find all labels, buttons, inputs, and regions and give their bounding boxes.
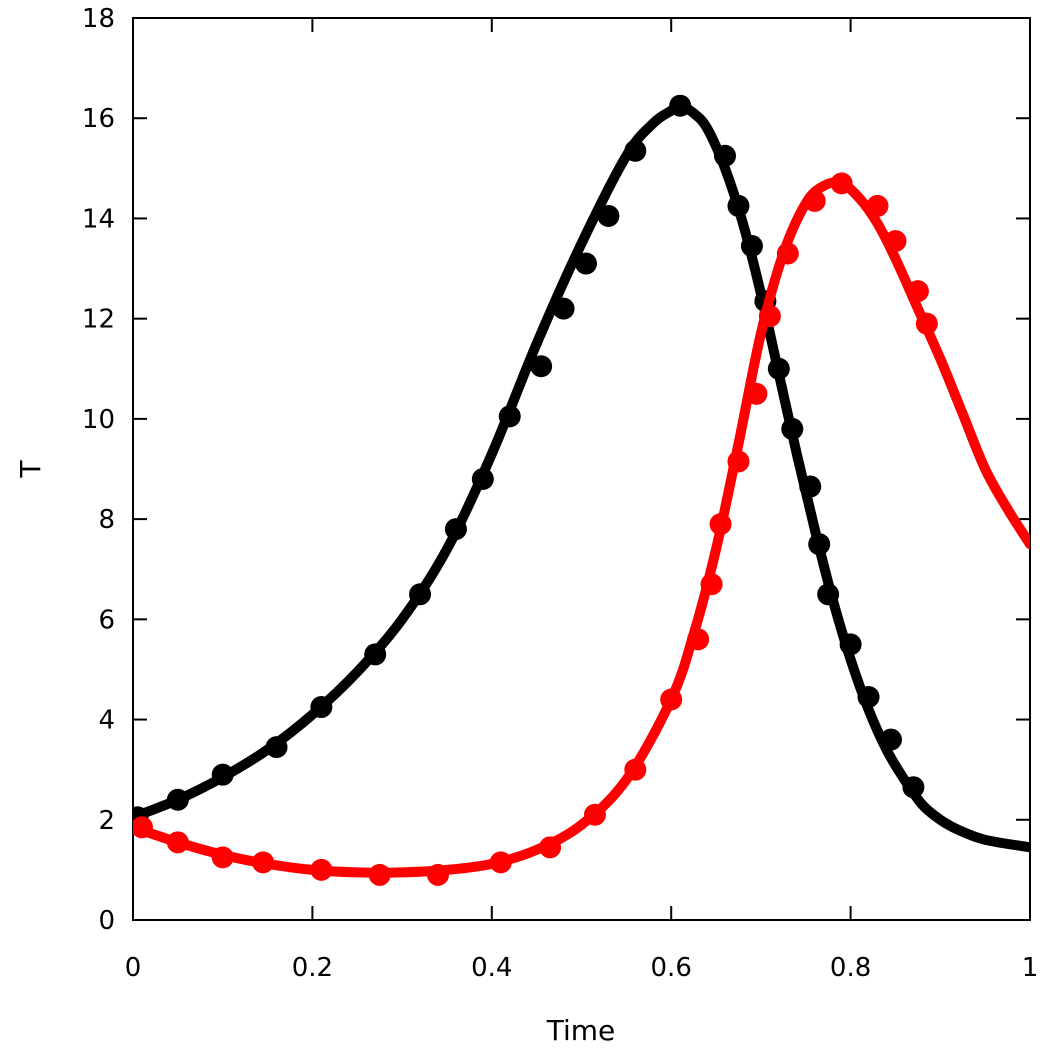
plot-frame: [132, 17, 1031, 921]
data-point: [409, 583, 432, 606]
data-point: [669, 94, 692, 117]
y-tick-label: 8: [98, 505, 115, 535]
data-point: [767, 357, 790, 380]
x-tick-label: 0.4: [471, 953, 512, 983]
data-point: [211, 846, 234, 869]
y-tick-label: 0: [98, 906, 115, 936]
data-point: [758, 305, 781, 328]
data-point: [310, 858, 333, 881]
data-point: [839, 633, 862, 656]
data-point: [364, 643, 387, 666]
series-line-1: [133, 177, 1030, 878]
series-1: [133, 172, 1030, 886]
data-point: [211, 763, 234, 786]
data-point: [624, 139, 647, 162]
data-point: [745, 382, 768, 405]
x-tick-label: 0.2: [292, 953, 333, 983]
data-point: [310, 696, 333, 719]
data-point: [700, 573, 723, 596]
data-point: [709, 513, 732, 536]
data-point: [727, 450, 750, 473]
data-point: [830, 172, 853, 195]
data-point: [574, 252, 597, 275]
data-point: [714, 144, 737, 167]
data-point: [687, 628, 710, 651]
data-point: [879, 728, 902, 751]
data-point: [498, 405, 521, 428]
data-point: [583, 803, 606, 826]
data-point: [530, 355, 553, 378]
y-tick-label: 12: [82, 305, 115, 335]
data-point: [368, 863, 391, 886]
x-tick-label: 0.8: [830, 953, 871, 983]
data-point: [265, 736, 288, 759]
data-point: [252, 851, 275, 874]
data-point: [539, 836, 562, 859]
data-point: [624, 758, 647, 781]
data-point: [915, 312, 938, 335]
data-point: [817, 583, 840, 606]
y-tick-label: 10: [82, 405, 115, 435]
y-axis-label: T: [14, 460, 47, 479]
data-point: [166, 788, 189, 811]
data-point: [552, 297, 575, 320]
x-tick-label: 0.6: [651, 953, 692, 983]
y-tick-label: 14: [82, 204, 115, 234]
y-tick-label: 2: [98, 806, 115, 836]
data-point: [776, 242, 799, 265]
y-tick-label: 6: [98, 605, 115, 635]
series-0: [133, 94, 1030, 853]
data-point: [471, 468, 494, 491]
data-point: [133, 816, 153, 839]
data-point: [166, 831, 189, 854]
data-point: [799, 475, 822, 498]
data-point: [444, 518, 467, 541]
data-point: [727, 194, 750, 217]
x-axis-label: Time: [546, 1014, 616, 1047]
y-tick-label: 4: [98, 706, 115, 736]
data-point: [902, 776, 925, 799]
x-tick-label: 0: [125, 953, 142, 983]
y-tick-label: 16: [82, 104, 115, 134]
data-point: [740, 235, 763, 258]
data-point: [597, 204, 620, 227]
series-layer: [133, 94, 1030, 886]
data-point: [803, 189, 826, 212]
data-point: [489, 851, 512, 874]
data-point: [660, 688, 683, 711]
data-point: [808, 533, 831, 556]
data-point: [857, 686, 880, 709]
data-point: [781, 417, 804, 440]
data-point: [906, 280, 929, 303]
data-point: [884, 229, 907, 252]
series-line-0: [133, 100, 1030, 853]
y-tick-label: 18: [82, 4, 115, 34]
x-tick-label: 1: [1022, 953, 1039, 983]
data-point: [866, 194, 889, 217]
data-point: [426, 863, 449, 886]
